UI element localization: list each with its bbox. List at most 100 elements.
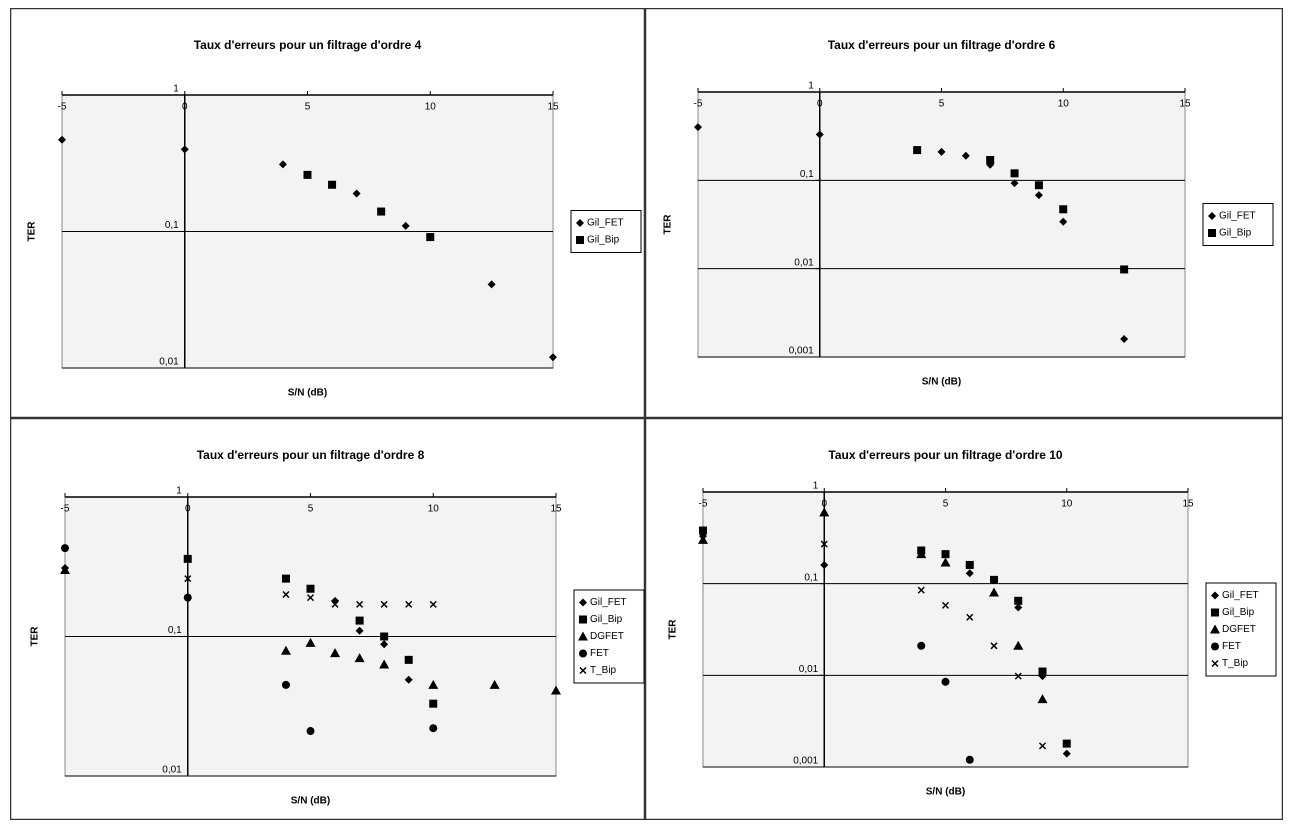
marker — [404, 675, 413, 684]
marker — [377, 207, 386, 216]
marker — [551, 685, 561, 695]
marker — [380, 632, 389, 641]
panel: Taux d'erreurs pour un filtrage d'ordre … — [10, 418, 645, 820]
y-axis-title: TER — [663, 214, 674, 235]
legend-marker — [579, 649, 587, 658]
marker — [356, 600, 364, 608]
marker — [61, 544, 69, 553]
marker — [941, 601, 950, 609]
marker — [1014, 603, 1023, 612]
marker — [401, 221, 410, 230]
marker — [60, 564, 70, 574]
x-tick-label: 15 — [1182, 499, 1194, 510]
x-tick-label: 10 — [428, 504, 440, 515]
marker — [352, 189, 361, 198]
legend-marker — [579, 666, 587, 675]
marker — [989, 587, 999, 597]
marker — [940, 557, 951, 567]
legend-box — [570, 210, 642, 253]
chart-title: Taux d'erreurs pour un filtrage d'ordre … — [828, 38, 1056, 52]
marker — [281, 680, 290, 689]
plot-area — [702, 491, 1189, 768]
marker — [1038, 667, 1047, 676]
marker — [180, 145, 189, 154]
x-tick-label: 10 — [425, 102, 437, 113]
legend-marker — [576, 236, 584, 244]
x-tick-label: 5 — [305, 102, 311, 113]
legend-marker — [1211, 591, 1219, 600]
marker — [1010, 179, 1019, 188]
marker — [916, 549, 927, 559]
x-tick-label: 10 — [1058, 99, 1070, 110]
marker — [281, 574, 290, 583]
marker — [278, 160, 287, 169]
marker — [819, 507, 830, 517]
y-axis-title: TER — [668, 619, 679, 640]
legend-label: DGFET — [1222, 624, 1256, 635]
legend-marker — [579, 598, 587, 607]
y-tick-label: 1 — [813, 481, 819, 492]
marker — [966, 613, 974, 621]
marker — [303, 170, 312, 179]
panel: Taux d'erreurs pour un filtrage d'ordre … — [645, 8, 1283, 418]
marker — [426, 233, 435, 242]
panel: Taux d'erreurs pour un filtrage d'ordre … — [10, 8, 645, 418]
marker — [331, 600, 339, 608]
panel-border — [10, 8, 645, 418]
x-axis-title: S/N (dB) — [926, 787, 965, 798]
marker — [1014, 596, 1023, 605]
marker — [1037, 694, 1048, 704]
marker — [937, 147, 946, 156]
marker — [380, 600, 388, 608]
marker — [1034, 181, 1043, 190]
y-tick-label: 1 — [176, 486, 182, 497]
marker — [990, 642, 998, 650]
marker — [1038, 742, 1047, 750]
marker — [405, 600, 413, 608]
marker — [58, 135, 66, 144]
legend-label: Gil_FET — [1219, 211, 1256, 222]
legend-label: Gil_Bip — [590, 614, 623, 625]
x-tick-label: -5 — [694, 99, 703, 110]
marker — [379, 659, 390, 669]
plot-area — [697, 91, 1186, 358]
marker — [698, 534, 708, 544]
y-axis-title: TER — [27, 221, 38, 242]
marker — [815, 130, 824, 139]
legend-marker — [1208, 229, 1216, 237]
y-tick-label: 0,1 — [804, 572, 818, 583]
x-tick-label: 10 — [1061, 499, 1073, 510]
x-tick-label: 5 — [939, 99, 945, 110]
marker — [184, 575, 192, 583]
y-tick-label: 1 — [173, 84, 179, 95]
legend-box — [1202, 203, 1274, 246]
x-tick-label: 0 — [821, 499, 827, 510]
legend-label: Gil_Bip — [1219, 228, 1252, 239]
marker — [280, 645, 291, 655]
marker — [965, 569, 974, 578]
marker — [429, 724, 438, 733]
legend-label: Gil_FET — [590, 597, 627, 608]
panel-border — [645, 8, 1283, 418]
chart-title: Taux d'erreurs pour un filtrage d'ordre … — [197, 448, 425, 462]
marker — [428, 679, 439, 689]
legend-marker — [576, 219, 584, 227]
y-tick-label: 0,01 — [799, 664, 819, 675]
y-tick-label: 1 — [808, 81, 814, 92]
marker — [1014, 672, 1022, 680]
x-tick-label: -5 — [58, 102, 67, 113]
x-tick-label: 15 — [550, 504, 562, 515]
legend-label: T_Bip — [1222, 658, 1249, 669]
x-tick-label: 5 — [308, 504, 314, 515]
marker — [380, 640, 389, 649]
marker — [487, 280, 496, 289]
x-tick-label: -5 — [699, 499, 708, 510]
x-tick-label: 0 — [817, 99, 823, 110]
marker — [183, 593, 192, 602]
y-tick-label: 0,01 — [162, 765, 182, 776]
marker — [1062, 739, 1071, 748]
panel: Taux d'erreurs pour un filtrage d'ordre … — [645, 418, 1283, 820]
marker — [965, 560, 974, 569]
marker — [306, 594, 315, 602]
legend-marker — [1211, 608, 1219, 617]
